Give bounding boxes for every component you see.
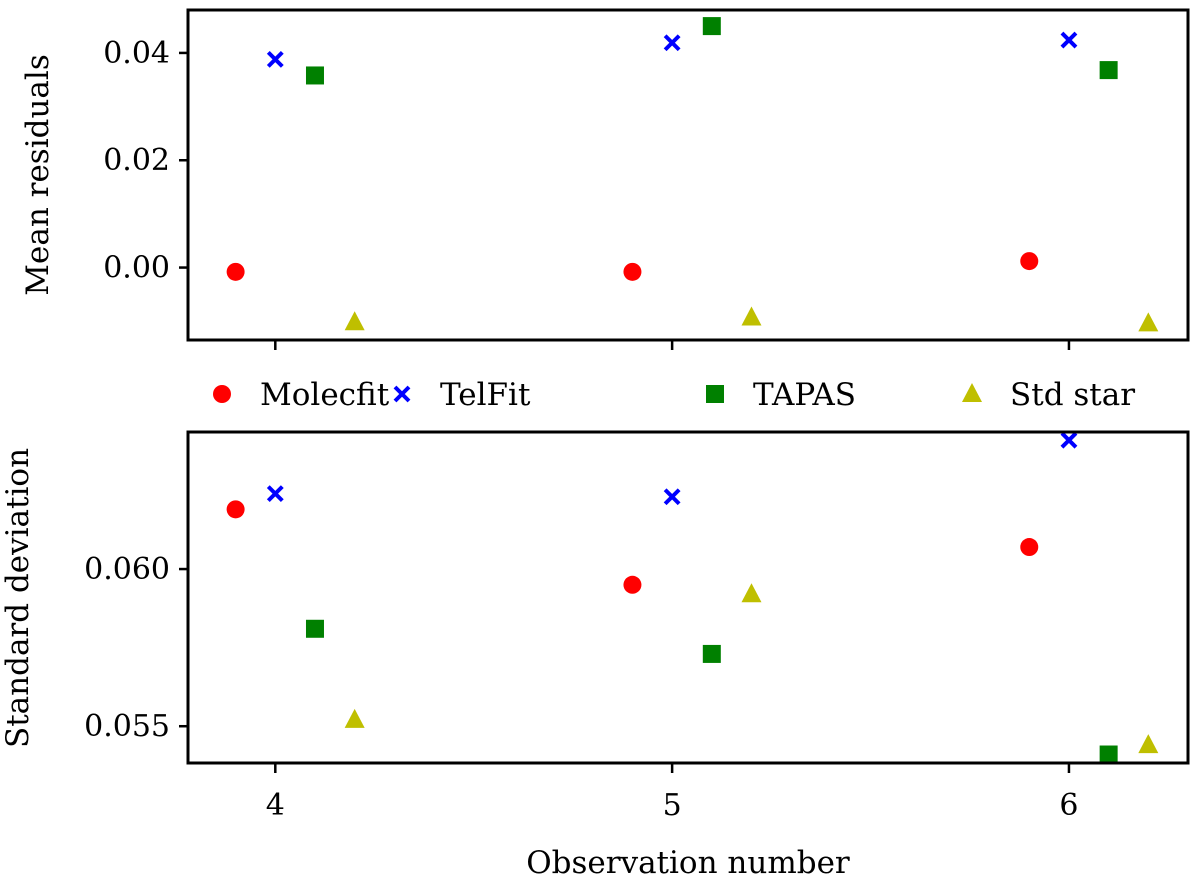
data-point <box>741 583 762 603</box>
legend-marker <box>962 383 982 402</box>
series-molecfit <box>226 500 1039 594</box>
data-point <box>623 262 642 281</box>
data-point <box>1099 745 1118 764</box>
series-telfit <box>266 431 1078 506</box>
legend-label: TAPAS <box>753 377 856 413</box>
legend-label: Std star <box>1010 377 1135 413</box>
data-point <box>266 485 284 503</box>
y-axis-label: Standard deviation <box>0 448 36 748</box>
panel-1: 0.00 0.02 0.04 Mean residuals <box>20 8 1190 350</box>
x-tick-label: 4 <box>266 788 285 823</box>
data-point <box>663 34 681 52</box>
y-tick-label: 0.00 <box>103 251 170 286</box>
data-point <box>1060 431 1078 449</box>
data-point <box>741 306 762 326</box>
legend-item-std-star: Std star <box>962 377 1135 413</box>
series-molecfit <box>226 252 1039 281</box>
legend-item-molecfit: Molecfit <box>213 377 390 413</box>
data-point <box>702 644 721 663</box>
series-std-star <box>344 306 1159 332</box>
panel-2: 0.055 0.060 4 5 6 Standard deviation Observati… <box>0 430 1190 881</box>
y-tick-label: 0.02 <box>103 143 170 178</box>
data-point <box>344 311 365 331</box>
data-point <box>305 619 324 638</box>
data-point <box>344 708 365 728</box>
series-tapas <box>305 17 1118 85</box>
legend-marker <box>393 385 411 403</box>
data-point <box>663 488 681 506</box>
legend: Molecfit TelFit TAPAS Std star <box>213 377 1135 413</box>
legend-item-tapas: TAPAS <box>706 377 856 413</box>
data-point <box>1020 538 1039 557</box>
series-tapas <box>305 619 1118 764</box>
data-point <box>305 66 324 85</box>
data-point <box>1060 31 1078 49</box>
y-tick-label: 0.055 <box>84 709 170 744</box>
y-tick-label: 0.060 <box>84 552 170 587</box>
data-point <box>1138 734 1159 754</box>
data-point <box>1020 252 1039 271</box>
x-tick-label: 6 <box>1059 788 1078 823</box>
y-tick-label: 0.04 <box>103 36 170 71</box>
data-point <box>226 262 245 281</box>
series-telfit <box>266 31 1078 68</box>
legend-label: Molecfit <box>260 377 390 413</box>
legend-item-telfit: TelFit <box>393 377 531 413</box>
legend-marker <box>706 385 724 403</box>
data-point <box>1099 61 1118 80</box>
data-point <box>226 500 245 519</box>
x-tick-label: 5 <box>663 788 682 823</box>
data-point <box>266 50 284 68</box>
y-axis-label: Mean residuals <box>20 54 56 296</box>
legend-label: TelFit <box>440 377 531 413</box>
plot-frame <box>186 8 1190 342</box>
legend-marker <box>213 385 231 403</box>
x-axis-label: Observation number <box>526 845 850 881</box>
plot-frame <box>186 430 1190 765</box>
data-point <box>702 17 721 36</box>
data-point <box>1138 312 1159 332</box>
data-point <box>623 575 642 594</box>
series-std-star <box>344 583 1159 754</box>
